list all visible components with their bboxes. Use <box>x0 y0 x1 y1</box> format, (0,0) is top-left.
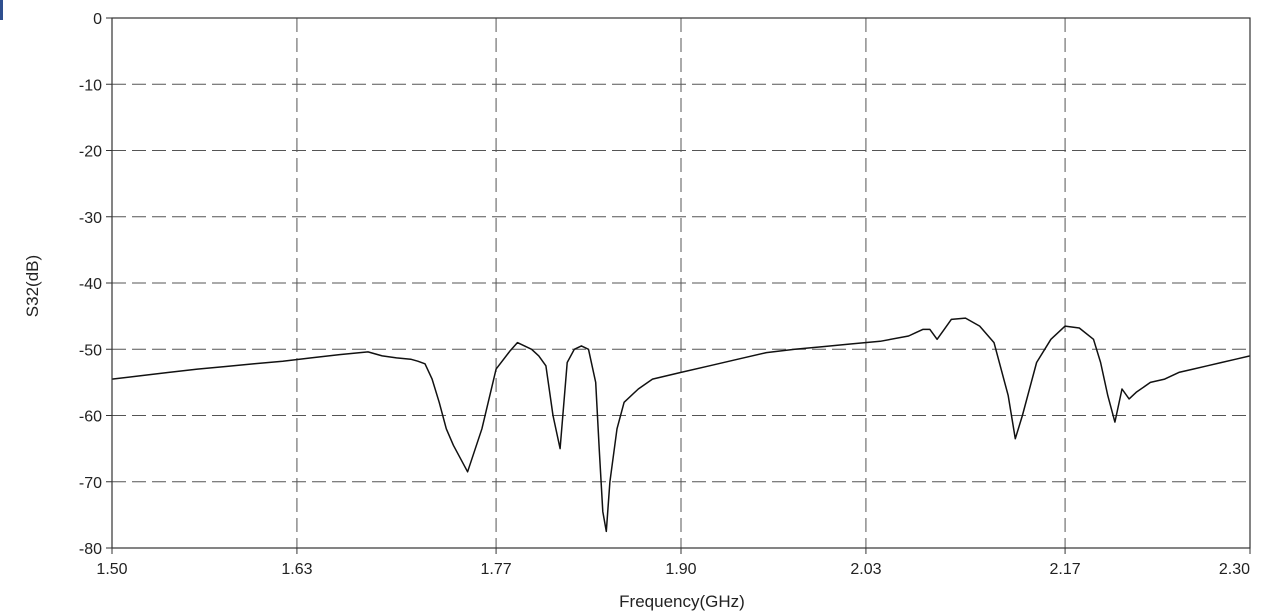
plot-frame <box>106 17 1251 554</box>
x-tick-label: 2.30 <box>1219 561 1250 578</box>
x-tick-label: 1.77 <box>481 561 512 578</box>
x-tick-label: 2.03 <box>850 561 881 578</box>
grid-lines <box>112 18 1250 548</box>
x-tick-label: 1.90 <box>665 561 696 578</box>
y-tick-label: 0 <box>93 11 102 28</box>
y-tick-label: -60 <box>79 409 102 426</box>
x-tick-label: 1.63 <box>281 561 312 578</box>
x-tick-label: 1.50 <box>96 561 127 578</box>
plot-frame-border <box>111 17 1251 549</box>
y-tick-label: -70 <box>79 475 102 492</box>
x-axis-label: Frequency(GHz) <box>619 592 745 611</box>
x-tick-labels: 1.50 1.63 1.77 1.90 2.03 2.17 2.30 <box>96 561 1250 578</box>
y-tick-label: -50 <box>79 342 102 359</box>
x-tick-label: 2.17 <box>1050 561 1081 578</box>
y-tick-label: -30 <box>79 210 102 227</box>
y-tick-label: -40 <box>79 276 102 293</box>
y-tick-label: -80 <box>79 541 102 558</box>
y-tick-label: -10 <box>79 77 102 94</box>
corner-mark <box>0 0 3 20</box>
series-line <box>111 317 1251 533</box>
y-tick-labels: 0 -10 -20 -30 -40 -50 -60 -70 -80 <box>79 11 102 558</box>
data-layer <box>111 317 1251 533</box>
y-tick-label: -20 <box>79 144 102 161</box>
y-axis-label: S32(dB) <box>23 255 42 317</box>
